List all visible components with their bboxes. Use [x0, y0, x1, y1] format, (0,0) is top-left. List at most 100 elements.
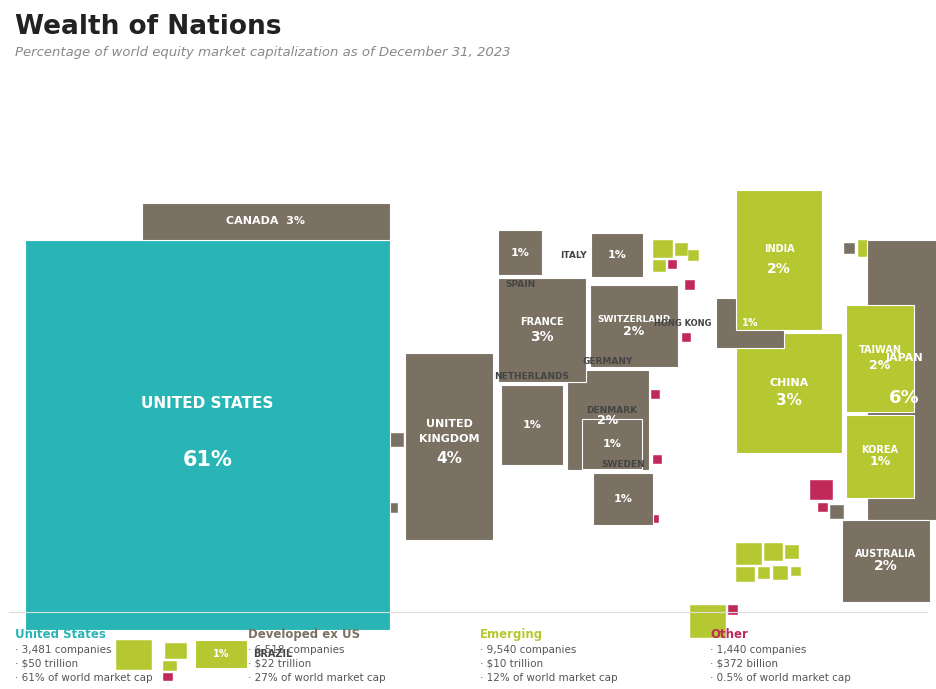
- Text: 6%: 6%: [889, 389, 920, 407]
- Text: KINGDOM: KINGDOM: [418, 434, 479, 444]
- Text: SWITZERLAND: SWITZERLAND: [597, 315, 671, 324]
- Bar: [846, 305, 914, 412]
- Text: UNITED STATES: UNITED STATES: [141, 396, 273, 411]
- Bar: [844, 243, 855, 254]
- Text: TAIWAN: TAIWAN: [858, 345, 901, 355]
- Text: · 6,518 companies: · 6,518 companies: [248, 645, 344, 655]
- Text: 1%: 1%: [212, 649, 229, 659]
- Text: · 0.5% of world market cap: · 0.5% of world market cap: [710, 673, 851, 683]
- Text: 1%: 1%: [603, 439, 622, 449]
- Bar: [163, 673, 173, 681]
- Text: United States: United States: [15, 628, 106, 641]
- Bar: [758, 567, 770, 579]
- Text: · 61% of world market cap: · 61% of world market cap: [15, 673, 153, 683]
- Text: SWEDEN: SWEDEN: [601, 460, 645, 469]
- Bar: [728, 605, 738, 615]
- Text: 1%: 1%: [510, 247, 530, 258]
- Text: · $10 trillion: · $10 trillion: [480, 659, 543, 669]
- Bar: [498, 278, 586, 382]
- Text: 2%: 2%: [768, 262, 791, 276]
- Text: JAPAN: JAPAN: [885, 353, 923, 362]
- Bar: [685, 280, 695, 290]
- Bar: [810, 480, 833, 500]
- Text: SPAIN: SPAIN: [505, 280, 535, 289]
- Text: 2%: 2%: [597, 413, 619, 426]
- Bar: [591, 233, 643, 277]
- Bar: [582, 419, 642, 469]
- Bar: [682, 333, 691, 342]
- Bar: [736, 190, 822, 330]
- Text: AUSTRALIA: AUSTRALIA: [856, 549, 916, 559]
- Bar: [653, 260, 666, 272]
- Text: HONG KONG: HONG KONG: [654, 318, 712, 327]
- Bar: [688, 250, 699, 261]
- Bar: [390, 433, 404, 447]
- Bar: [25, 240, 390, 630]
- Bar: [142, 203, 390, 240]
- Text: CHINA: CHINA: [769, 378, 809, 389]
- Text: 2%: 2%: [870, 359, 891, 372]
- Bar: [785, 545, 799, 559]
- Bar: [405, 353, 493, 540]
- Text: UNITED: UNITED: [426, 419, 473, 429]
- Bar: [842, 520, 930, 602]
- Text: BRAZIL: BRAZIL: [253, 649, 292, 659]
- Bar: [830, 505, 844, 519]
- Text: CANADA  3%: CANADA 3%: [227, 216, 305, 227]
- Bar: [690, 605, 726, 638]
- Bar: [653, 455, 662, 464]
- Bar: [736, 567, 755, 582]
- Bar: [195, 640, 247, 668]
- Bar: [791, 567, 801, 576]
- Text: Developed ex US: Developed ex US: [248, 628, 360, 641]
- Bar: [858, 240, 877, 257]
- Bar: [716, 298, 784, 348]
- Text: · 3,481 companies: · 3,481 companies: [15, 645, 111, 655]
- Bar: [651, 390, 660, 399]
- Bar: [675, 243, 688, 256]
- Bar: [165, 643, 187, 659]
- Bar: [456, 435, 465, 444]
- Text: DENMARK: DENMARK: [587, 406, 637, 415]
- Bar: [736, 333, 842, 453]
- Text: 2%: 2%: [623, 325, 645, 338]
- Text: · $372 billion: · $372 billion: [710, 659, 778, 669]
- Text: ITALY: ITALY: [561, 251, 587, 260]
- Bar: [593, 473, 653, 525]
- Bar: [736, 543, 762, 565]
- Text: FRANCE: FRANCE: [520, 317, 563, 327]
- Text: 1%: 1%: [741, 318, 758, 328]
- Text: 1%: 1%: [870, 455, 891, 469]
- Bar: [846, 415, 914, 498]
- Text: GERMANY: GERMANY: [583, 357, 633, 366]
- Bar: [590, 285, 678, 367]
- Bar: [501, 385, 563, 465]
- Text: 61%: 61%: [183, 450, 232, 470]
- Bar: [653, 240, 673, 258]
- Text: 1%: 1%: [607, 250, 626, 260]
- Text: INDIA: INDIA: [764, 244, 795, 254]
- Bar: [773, 566, 788, 580]
- Bar: [567, 370, 649, 470]
- Bar: [668, 260, 677, 269]
- Text: Wealth of Nations: Wealth of Nations: [15, 14, 282, 40]
- Text: Emerging: Emerging: [480, 628, 543, 641]
- Bar: [867, 240, 936, 520]
- Text: · 12% of world market cap: · 12% of world market cap: [480, 673, 618, 683]
- Bar: [116, 640, 152, 670]
- Text: KOREA: KOREA: [861, 445, 899, 455]
- Text: 1%: 1%: [614, 494, 633, 504]
- Text: NETHERLANDS: NETHERLANDS: [494, 372, 569, 381]
- Text: · $50 trillion: · $50 trillion: [15, 659, 78, 669]
- Text: · 9,540 companies: · 9,540 companies: [480, 645, 577, 655]
- Bar: [388, 503, 398, 513]
- Text: Other: Other: [710, 628, 748, 641]
- Text: 1%: 1%: [522, 420, 541, 430]
- Text: 4%: 4%: [436, 451, 462, 466]
- Bar: [498, 230, 542, 275]
- Bar: [818, 503, 828, 512]
- Text: Percentage of world equity market capitalization as of December 31, 2023: Percentage of world equity market capita…: [15, 46, 510, 59]
- Text: · $22 trillion: · $22 trillion: [248, 659, 312, 669]
- Bar: [764, 543, 783, 561]
- Bar: [163, 661, 177, 671]
